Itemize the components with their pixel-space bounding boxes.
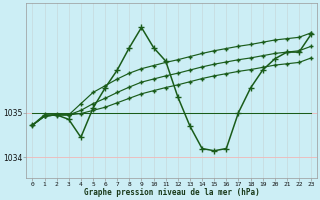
X-axis label: Graphe pression niveau de la mer (hPa): Graphe pression niveau de la mer (hPa): [84, 188, 260, 197]
